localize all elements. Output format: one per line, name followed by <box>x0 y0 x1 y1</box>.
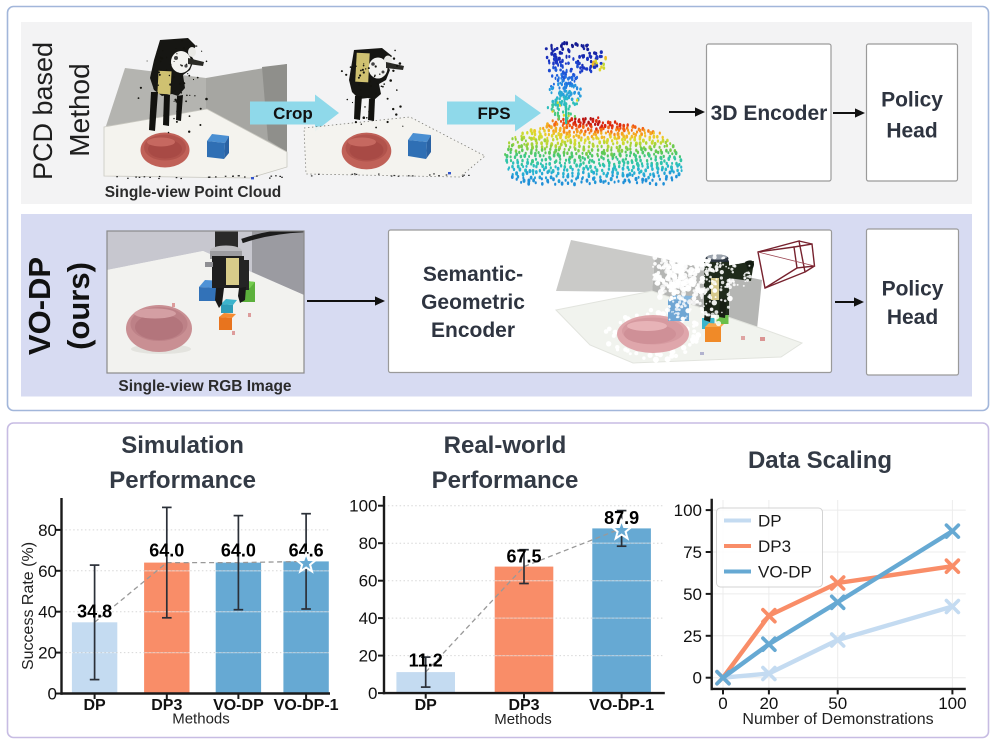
svg-text:0: 0 <box>718 694 727 713</box>
svg-text:80: 80 <box>38 521 57 540</box>
svg-text:0: 0 <box>693 669 702 688</box>
svg-text:Encoder: Encoder <box>431 319 515 342</box>
svg-text:Single-view Point Cloud: Single-view Point Cloud <box>105 184 282 201</box>
svg-text:Method: Method <box>64 63 95 156</box>
svg-text:Data Scaling: Data Scaling <box>748 447 892 474</box>
svg-text:PCD based: PCD based <box>28 42 58 180</box>
svg-text:34.8: 34.8 <box>77 602 112 622</box>
svg-text:Geometric: Geometric <box>421 291 525 314</box>
svg-text:100: 100 <box>349 497 377 516</box>
svg-text:Methods: Methods <box>494 711 552 728</box>
svg-text:FPS: FPS <box>477 104 510 123</box>
svg-text:Real-world: Real-world <box>444 432 567 459</box>
svg-text:Single-view RGB Image: Single-view RGB Image <box>118 378 292 395</box>
svg-text:VO-DP: VO-DP <box>22 257 57 355</box>
svg-text:3D Encoder: 3D Encoder <box>711 102 828 125</box>
svg-text:40: 40 <box>38 603 57 622</box>
svg-text:67.5: 67.5 <box>506 547 541 567</box>
svg-text:Crop: Crop <box>273 104 313 123</box>
svg-text:Number of Demonstrations: Number of Demonstrations <box>742 711 933 728</box>
svg-text:60: 60 <box>38 562 57 581</box>
svg-text:25: 25 <box>683 627 702 646</box>
svg-text:VO-DP: VO-DP <box>213 697 264 714</box>
svg-text:Semantic-: Semantic- <box>423 263 523 286</box>
svg-text:64.6: 64.6 <box>289 540 324 560</box>
svg-text:0: 0 <box>368 684 377 703</box>
svg-text:80: 80 <box>359 534 378 553</box>
svg-text:DP: DP <box>758 512 782 531</box>
svg-text:Success Rate (%): Success Rate (%) <box>20 542 37 670</box>
svg-text:Head: Head <box>887 306 938 329</box>
svg-text:VO-DP-1: VO-DP-1 <box>274 697 339 714</box>
svg-text:50: 50 <box>828 694 847 713</box>
svg-text:Head: Head <box>886 120 937 143</box>
svg-text:40: 40 <box>359 609 378 628</box>
svg-text:DP3: DP3 <box>508 697 539 714</box>
svg-text:DP: DP <box>83 697 106 714</box>
svg-text:Methods: Methods <box>172 711 230 728</box>
svg-text:20: 20 <box>359 647 378 666</box>
svg-text:60: 60 <box>359 572 378 591</box>
svg-text:11.2: 11.2 <box>409 651 443 671</box>
svg-text:DP3: DP3 <box>151 697 182 714</box>
svg-text:Simulation: Simulation <box>121 432 244 459</box>
svg-text:100: 100 <box>938 694 966 713</box>
svg-text:75: 75 <box>683 543 702 562</box>
svg-text:50: 50 <box>683 585 702 604</box>
svg-text:20: 20 <box>38 644 57 663</box>
svg-text:DP: DP <box>415 697 438 714</box>
svg-text:VO-DP: VO-DP <box>758 563 812 582</box>
svg-text:20: 20 <box>759 694 778 713</box>
svg-text:Policy: Policy <box>881 89 943 112</box>
svg-text:(ours): (ours) <box>61 262 96 350</box>
svg-text:64.0: 64.0 <box>149 540 184 560</box>
svg-text:DP3: DP3 <box>758 537 791 556</box>
svg-text:Performance: Performance <box>109 467 256 494</box>
svg-text:Performance: Performance <box>432 467 579 494</box>
svg-text:Policy: Policy <box>882 278 944 301</box>
svg-text:0: 0 <box>48 685 57 704</box>
svg-text:VO-DP-1: VO-DP-1 <box>589 697 654 714</box>
svg-text:64.0: 64.0 <box>221 540 256 560</box>
svg-text:100: 100 <box>674 501 702 520</box>
